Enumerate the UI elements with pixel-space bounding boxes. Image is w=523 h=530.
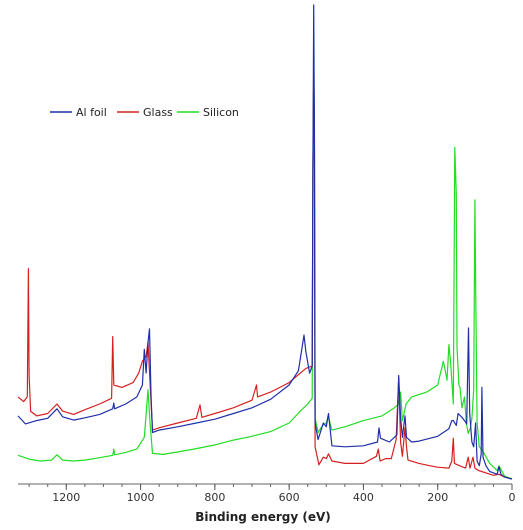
- series-line-al-foil: [17, 4, 513, 480]
- x-tick-label: 800: [204, 491, 225, 504]
- legend-label: Al foil: [76, 106, 107, 119]
- x-tick-label: 600: [279, 491, 300, 504]
- legend-item-silicon: Silicon: [177, 106, 239, 119]
- x-tick-label: 400: [353, 491, 374, 504]
- legend-item-al-foil: Al foil: [50, 106, 107, 119]
- legend-label: Glass: [143, 106, 173, 119]
- legend-label: Silicon: [203, 106, 239, 119]
- x-tick-label: 200: [427, 491, 448, 504]
- x-tick-label: 0: [509, 491, 516, 504]
- x-tick-label: 1000: [127, 491, 155, 504]
- x-tick-label: 1200: [52, 491, 80, 504]
- legend: Al foil Glass Silicon: [50, 106, 239, 119]
- x-axis-tick-labels: 1200 1000 800 600 400 200 0: [52, 491, 515, 504]
- x-axis-major-ticks: [65, 484, 513, 490]
- plot-area: [17, 4, 513, 480]
- series-line-glass: [17, 73, 513, 480]
- x-axis-title: Binding energy (eV): [195, 510, 331, 524]
- series-line-silicon: [17, 73, 513, 480]
- legend-item-glass: Glass: [117, 106, 173, 119]
- series-layer: [17, 4, 513, 480]
